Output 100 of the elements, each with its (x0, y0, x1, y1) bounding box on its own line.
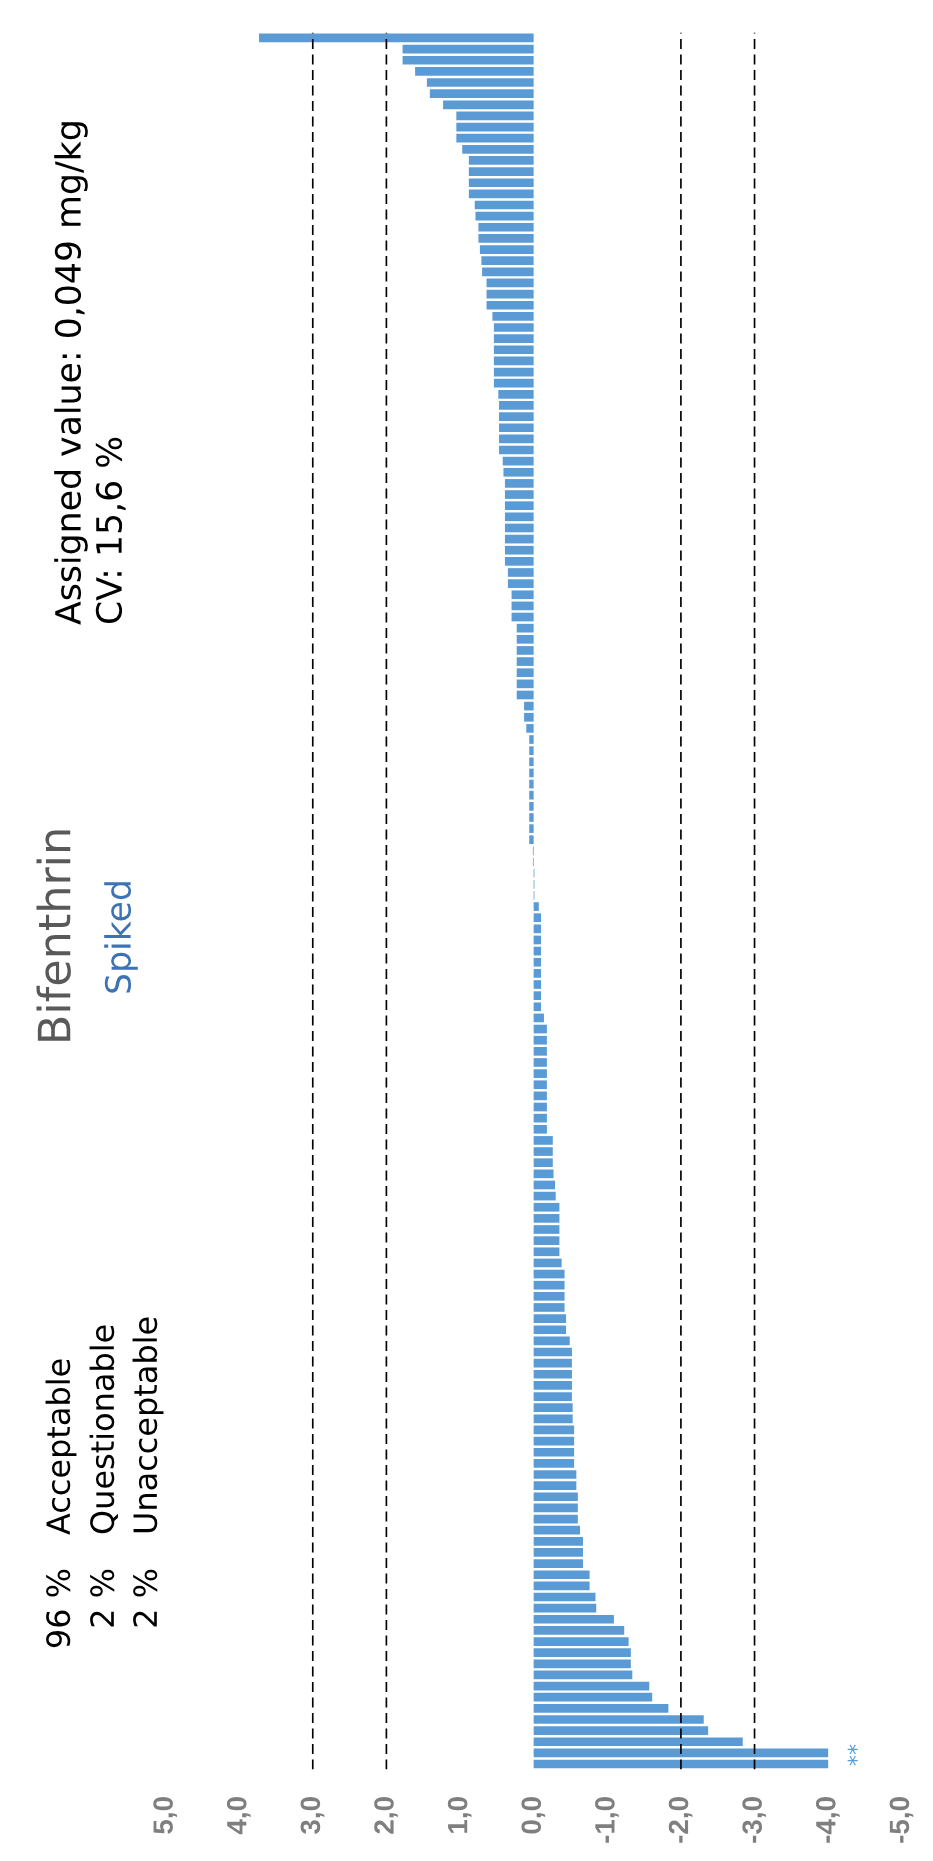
bar (533, 1291, 565, 1301)
bar (478, 222, 534, 232)
bar (533, 1225, 560, 1234)
bar (493, 345, 534, 355)
x-tick-label: 0,0 (521, 1797, 546, 1834)
bar (402, 44, 534, 54)
bar (533, 957, 542, 967)
bar (533, 1759, 829, 1769)
bar (533, 1659, 631, 1669)
bar (533, 1158, 553, 1168)
bar (493, 378, 534, 388)
bar (533, 1492, 578, 1502)
bar (533, 1581, 590, 1591)
x-tick-label: -4,0 (815, 1797, 840, 1843)
bar (533, 1080, 547, 1090)
bar (533, 1637, 629, 1646)
bar (533, 1069, 547, 1078)
bar (511, 601, 534, 611)
bar (507, 568, 534, 577)
text: Assigned value: 0,049 mg/kg (54, 122, 88, 625)
bar (533, 1124, 547, 1134)
bar (533, 1214, 560, 1223)
x-tick-label: -2,0 (668, 1797, 693, 1843)
bar (468, 189, 534, 199)
bar (533, 1325, 567, 1335)
bar (533, 1603, 597, 1613)
bar (493, 367, 534, 377)
bar (492, 312, 534, 321)
bar (533, 1336, 570, 1346)
bar (533, 1180, 555, 1190)
bar (504, 490, 534, 499)
bar (533, 1425, 575, 1435)
bar (533, 1481, 577, 1490)
bar (499, 434, 534, 444)
bar (504, 523, 534, 533)
x-tick-label: 5,0 (153, 1797, 177, 1834)
bar (529, 824, 534, 833)
bar (526, 724, 534, 733)
bar (468, 178, 534, 188)
bar (533, 1748, 829, 1758)
bar (482, 267, 534, 277)
bar (511, 612, 534, 622)
bar (529, 757, 534, 767)
bar (479, 245, 534, 254)
bar (529, 835, 534, 845)
text: Questionable (89, 1325, 118, 1534)
bar (533, 1626, 625, 1635)
bar (478, 234, 534, 243)
bar (529, 779, 534, 789)
x-tick-label: -5,0 (889, 1797, 914, 1843)
bar (493, 334, 534, 343)
bar (475, 211, 534, 221)
bar (533, 1459, 575, 1468)
bar (516, 657, 534, 666)
bar (504, 534, 534, 544)
bar (533, 1414, 573, 1424)
x-tick-label: 2,0 (374, 1797, 398, 1834)
bar (524, 712, 534, 722)
bar (533, 1024, 547, 1034)
bar (493, 323, 534, 332)
bar (529, 746, 534, 756)
text: Bifenthrin (36, 830, 71, 1041)
bar (533, 1470, 577, 1479)
bar (533, 1247, 560, 1257)
text: 2 % (90, 1569, 115, 1627)
bar (533, 1670, 633, 1680)
bar (529, 790, 534, 800)
bar (533, 1592, 596, 1602)
bar (533, 1058, 547, 1067)
bar (481, 256, 534, 266)
bar (533, 1046, 547, 1056)
bar (516, 623, 534, 633)
bar (533, 1648, 631, 1658)
x-tick-label: 4,0 (226, 1797, 251, 1835)
bar (474, 200, 534, 210)
bar (533, 1536, 583, 1546)
bar (516, 668, 534, 678)
bar (511, 590, 534, 600)
bar (529, 813, 534, 822)
bar (533, 1392, 572, 1401)
text: CV: 15,6 % (95, 437, 126, 624)
bar (504, 545, 534, 555)
text: 96 % (46, 1569, 71, 1648)
bar (426, 78, 534, 87)
bar (443, 100, 534, 110)
bar (533, 1726, 709, 1735)
bar (415, 67, 534, 76)
bar (533, 1704, 669, 1713)
x-tick-label: 1,0 (447, 1797, 472, 1833)
bar (468, 167, 534, 176)
annotation: ** (847, 1744, 858, 1766)
bar (533, 980, 542, 989)
x-tick-label: -3,0 (742, 1797, 767, 1843)
bar (502, 456, 534, 466)
bar (499, 401, 534, 410)
bar (533, 1614, 614, 1624)
bar (499, 445, 534, 455)
bar (516, 634, 534, 644)
bar (533, 913, 542, 923)
bar (533, 1035, 547, 1045)
